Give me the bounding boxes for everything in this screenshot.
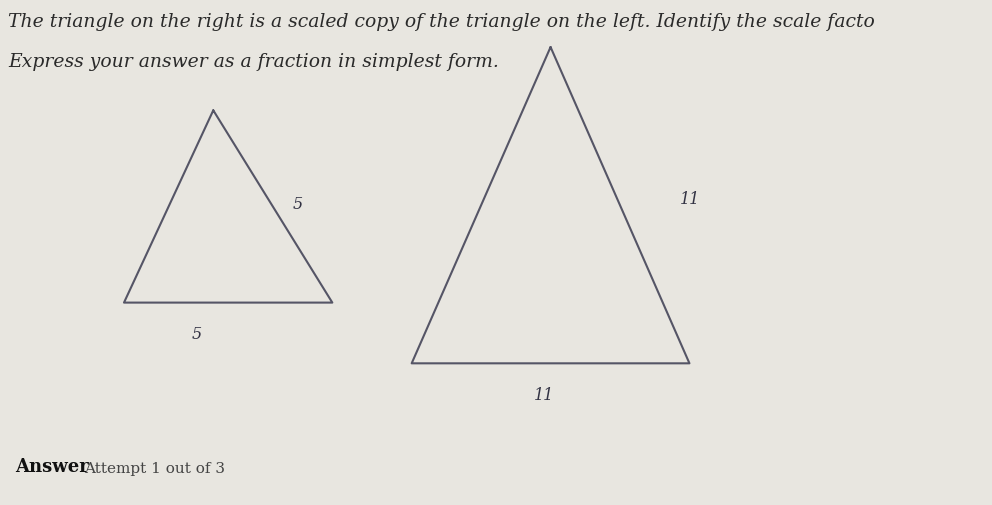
Text: 5: 5 xyxy=(293,196,303,213)
Text: The triangle on the right is a scaled copy of the triangle on the left. Identify: The triangle on the right is a scaled co… xyxy=(8,13,875,31)
Text: Answer: Answer xyxy=(15,457,88,475)
Text: 11: 11 xyxy=(680,191,699,208)
Text: Express your answer as a fraction in simplest form.: Express your answer as a fraction in sim… xyxy=(8,53,499,71)
Text: 5: 5 xyxy=(191,326,201,343)
Text: Attempt 1 out of 3: Attempt 1 out of 3 xyxy=(84,461,225,475)
Text: 11: 11 xyxy=(534,386,554,403)
